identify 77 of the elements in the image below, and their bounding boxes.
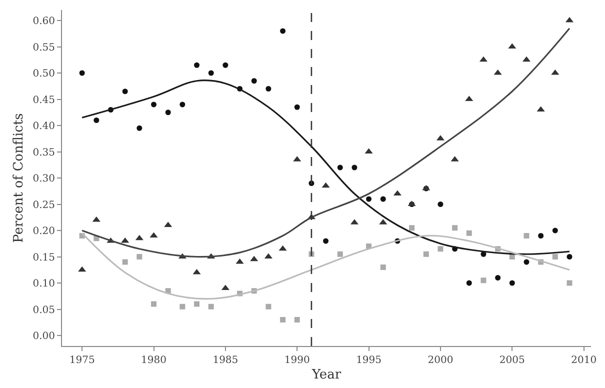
point bbox=[135, 234, 144, 240]
x-tick-label: 1980 bbox=[141, 355, 166, 366]
point bbox=[480, 278, 486, 284]
point bbox=[122, 88, 128, 94]
point bbox=[566, 280, 572, 286]
x-tick-label: 1990 bbox=[284, 355, 310, 366]
y-tick-label: 0.40 bbox=[32, 121, 55, 132]
point bbox=[524, 259, 530, 265]
x-axis-title: Year bbox=[310, 368, 342, 383]
point bbox=[566, 254, 572, 260]
line-series bbox=[81, 28, 570, 258]
y-tick-label: 0.20 bbox=[32, 226, 55, 237]
point bbox=[165, 110, 171, 116]
point bbox=[552, 228, 558, 234]
point bbox=[380, 196, 386, 202]
point bbox=[151, 301, 156, 307]
point bbox=[194, 301, 200, 307]
point bbox=[208, 304, 214, 310]
point bbox=[423, 251, 429, 257]
y-tick-label: 0.55 bbox=[32, 42, 55, 54]
point bbox=[280, 28, 286, 34]
point bbox=[409, 225, 415, 231]
x-tick-label: 1985 bbox=[212, 355, 238, 366]
point bbox=[251, 78, 257, 84]
point bbox=[538, 233, 544, 238]
y-tick-label: 0.30 bbox=[32, 174, 55, 184]
point bbox=[438, 202, 444, 207]
point bbox=[495, 275, 501, 280]
x-tick-label: 2010 bbox=[571, 355, 597, 366]
point bbox=[438, 246, 444, 252]
x-tick-label: 2005 bbox=[499, 355, 525, 366]
point bbox=[151, 102, 156, 108]
point bbox=[509, 254, 515, 260]
point bbox=[337, 164, 343, 170]
point bbox=[380, 264, 386, 270]
y-tick-label: 0.05 bbox=[32, 304, 55, 316]
point bbox=[524, 233, 530, 238]
point bbox=[250, 256, 258, 262]
y-tick-label: 0.10 bbox=[32, 278, 55, 290]
point bbox=[337, 251, 343, 257]
point bbox=[194, 62, 200, 68]
y-tick-label: 0.35 bbox=[32, 147, 55, 158]
y-tick-label: 0.25 bbox=[32, 200, 55, 211]
point bbox=[352, 164, 358, 170]
point bbox=[466, 280, 472, 286]
x-tick-label: 2000 bbox=[428, 355, 454, 366]
point bbox=[78, 266, 86, 272]
point bbox=[323, 238, 329, 244]
point bbox=[552, 254, 558, 260]
point bbox=[79, 70, 85, 76]
point bbox=[452, 225, 458, 231]
point bbox=[322, 182, 330, 188]
point bbox=[294, 317, 300, 322]
point bbox=[280, 317, 286, 322]
point bbox=[294, 104, 300, 110]
y-tick-label: 0.15 bbox=[32, 252, 55, 264]
point bbox=[180, 102, 186, 108]
point bbox=[222, 62, 228, 68]
point bbox=[509, 280, 515, 286]
point bbox=[136, 254, 142, 260]
point bbox=[136, 125, 142, 131]
y-axis-title: Percent of Conflicts bbox=[12, 113, 27, 243]
y-tick-label: 0.45 bbox=[32, 94, 55, 106]
x-tick-label: 1995 bbox=[356, 355, 382, 366]
point bbox=[266, 304, 272, 310]
y-tick-label: 0.60 bbox=[32, 16, 55, 27]
point bbox=[208, 70, 214, 76]
point bbox=[180, 304, 186, 310]
y-tick-label: 0.00 bbox=[32, 331, 55, 342]
point bbox=[94, 118, 100, 123]
x-tick-label: 1975 bbox=[69, 355, 95, 366]
y-tick-label: 0.50 bbox=[32, 68, 55, 80]
point bbox=[466, 230, 472, 236]
point bbox=[122, 259, 128, 265]
point bbox=[366, 196, 372, 202]
point bbox=[266, 86, 272, 92]
point bbox=[278, 245, 287, 251]
